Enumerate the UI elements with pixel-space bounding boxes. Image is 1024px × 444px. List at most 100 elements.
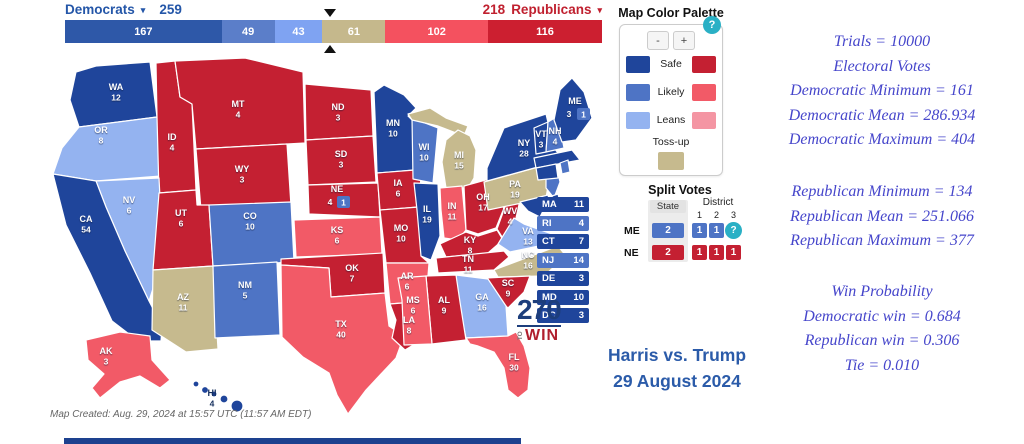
svg-text:4: 4 <box>553 137 558 147</box>
state-TX[interactable] <box>280 264 405 415</box>
ev-bar-segment-rep-safe: 116 <box>488 20 602 43</box>
district-number: 2 <box>713 210 719 220</box>
svg-text:MN: MN <box>386 118 400 128</box>
svg-text:9: 9 <box>442 306 447 316</box>
state-TN[interactable] <box>435 250 510 274</box>
svg-text:ID: ID <box>168 132 178 142</box>
svg-text:15: 15 <box>454 161 464 171</box>
district-column-header: District <box>702 197 734 208</box>
svg-text:SD: SD <box>335 149 348 159</box>
svg-text:3: 3 <box>336 113 341 123</box>
palette-card: - + Safe Likely Leans Toss-up <box>619 24 723 176</box>
state-RI[interactable] <box>559 159 571 175</box>
stats-republican-block: Republican Minimum = 134 Republican Mean … <box>756 180 1008 254</box>
state-AZ[interactable] <box>151 265 219 353</box>
state-NM[interactable] <box>212 261 281 339</box>
svg-text:VT: VT <box>535 129 547 139</box>
ev-bar-segment-dem-leans: 43 <box>274 20 323 43</box>
rep-swatch <box>691 111 716 129</box>
state-CT[interactable] <box>535 163 559 181</box>
split-district-ev-NE-1[interactable]: 1 <box>692 245 707 260</box>
svg-text:TN: TN <box>462 254 474 264</box>
state-MA[interactable] <box>533 149 581 169</box>
legend-state-DC[interactable]: DC 3 <box>537 308 589 323</box>
palette-title: Map Color Palette <box>618 6 724 20</box>
svg-text:AZ: AZ <box>177 292 189 302</box>
svg-text:NC: NC <box>522 250 535 260</box>
stats-line: Trials = 10000 <box>833 33 931 50</box>
svg-text:OK: OK <box>345 263 359 273</box>
split-state-ev-NE[interactable]: 2 <box>652 245 684 260</box>
svg-text:SC: SC <box>502 278 515 288</box>
split-district-ev-ME-1[interactable]: 1 <box>692 223 707 238</box>
svg-text:WV: WV <box>503 206 518 216</box>
dem-swatch <box>626 111 650 129</box>
svg-text:28: 28 <box>519 149 529 159</box>
ev-bar-segment-tossup: 61 <box>322 20 386 43</box>
legend-state-MA[interactable]: MA 11 <box>537 197 589 212</box>
svg-text:40: 40 <box>336 330 346 340</box>
legend-state-CT[interactable]: CT 7 <box>537 234 589 249</box>
stats-line: Democratic Minimum = 161 <box>790 82 974 99</box>
stats-line: Democratic win = 0.684 <box>803 307 961 325</box>
state-AK[interactable] <box>85 331 171 399</box>
zoom-out-button[interactable]: - <box>647 31 669 50</box>
ev-bar-segment-dem-safe: 167 <box>65 20 222 43</box>
svg-text:OR: OR <box>94 125 108 135</box>
state-MI[interactable] <box>407 107 477 189</box>
legend-state-MD[interactable]: MD 10 <box>537 289 589 305</box>
chevron-down-icon: ▾ <box>140 5 146 15</box>
marker-270-top-icon <box>324 9 336 17</box>
split-district-help-icon[interactable]: ? <box>725 222 742 239</box>
svg-text:IN: IN <box>448 201 457 211</box>
split-district-ev-NE-3[interactable]: 1 <box>726 245 741 260</box>
republicans-label: Republicans <box>511 2 592 17</box>
svg-text:PA: PA <box>509 179 521 189</box>
state-WI[interactable] <box>411 117 439 184</box>
state-FL[interactable] <box>465 331 531 399</box>
svg-text:3: 3 <box>539 140 544 150</box>
ev-bar-segment-rep-likely: 102 <box>385 20 489 43</box>
state-IL[interactable] <box>413 182 441 261</box>
state-MS[interactable] <box>397 275 433 346</box>
svg-text:11: 11 <box>448 212 457 222</box>
small-state-legend: MA 11 RI 4 CT 7 NJ 14 DE 3 MD 10 DC 3 <box>537 197 589 323</box>
svg-text:11: 11 <box>464 265 473 275</box>
zoom-in-button[interactable]: + <box>673 31 695 50</box>
svg-text:3: 3 <box>104 357 109 367</box>
stats-win-probability-block: Win Probability Democratic win = 0.684 Rep… <box>756 280 1008 378</box>
state-HI[interactable] <box>192 380 244 413</box>
svg-text:AR: AR <box>401 271 414 281</box>
democrats-label: Democrats <box>65 2 135 17</box>
svg-text:CO: CO <box>243 211 257 221</box>
svg-text:KY: KY <box>464 235 477 245</box>
svg-text:10: 10 <box>419 153 429 163</box>
logo-to: TO <box>516 331 524 340</box>
legend-state-RI[interactable]: RI 4 <box>537 215 589 231</box>
svg-text:6: 6 <box>179 219 184 229</box>
logo-win: WIN <box>525 327 560 344</box>
legend-state-NJ[interactable]: NJ 14 <box>537 252 589 268</box>
split-district-ev-NE-2[interactable]: 1 <box>709 245 724 260</box>
svg-text:10: 10 <box>388 129 398 139</box>
rep-swatch <box>691 83 716 101</box>
svg-text:10: 10 <box>396 234 406 244</box>
svg-text:1: 1 <box>341 198 346 208</box>
split-state-ev-ME[interactable]: 2 <box>652 223 684 238</box>
state-ME[interactable] <box>553 77 593 143</box>
democrats-dropdown[interactable]: Democrats ▾ 259 <box>65 2 182 17</box>
palette-row-label: Likely <box>657 86 685 98</box>
split-district-ev-ME-2[interactable]: 1 <box>709 223 724 238</box>
republicans-dropdown[interactable]: 218 Republicans ▾ <box>475 2 602 17</box>
svg-text:IA: IA <box>394 178 404 188</box>
svg-text:6: 6 <box>411 306 416 316</box>
svg-text:AL: AL <box>438 295 450 305</box>
stats-line: Republican Minimum = 134 <box>791 183 973 200</box>
help-icon[interactable]: ? <box>703 16 721 34</box>
ev-bar-segment-dem-likely: 49 <box>221 20 275 43</box>
legend-state-DE[interactable]: DE 3 <box>537 271 589 286</box>
republicans-total: 218 <box>482 2 506 17</box>
marker-270-bottom-icon <box>324 45 336 53</box>
state-SD[interactable] <box>305 135 377 186</box>
